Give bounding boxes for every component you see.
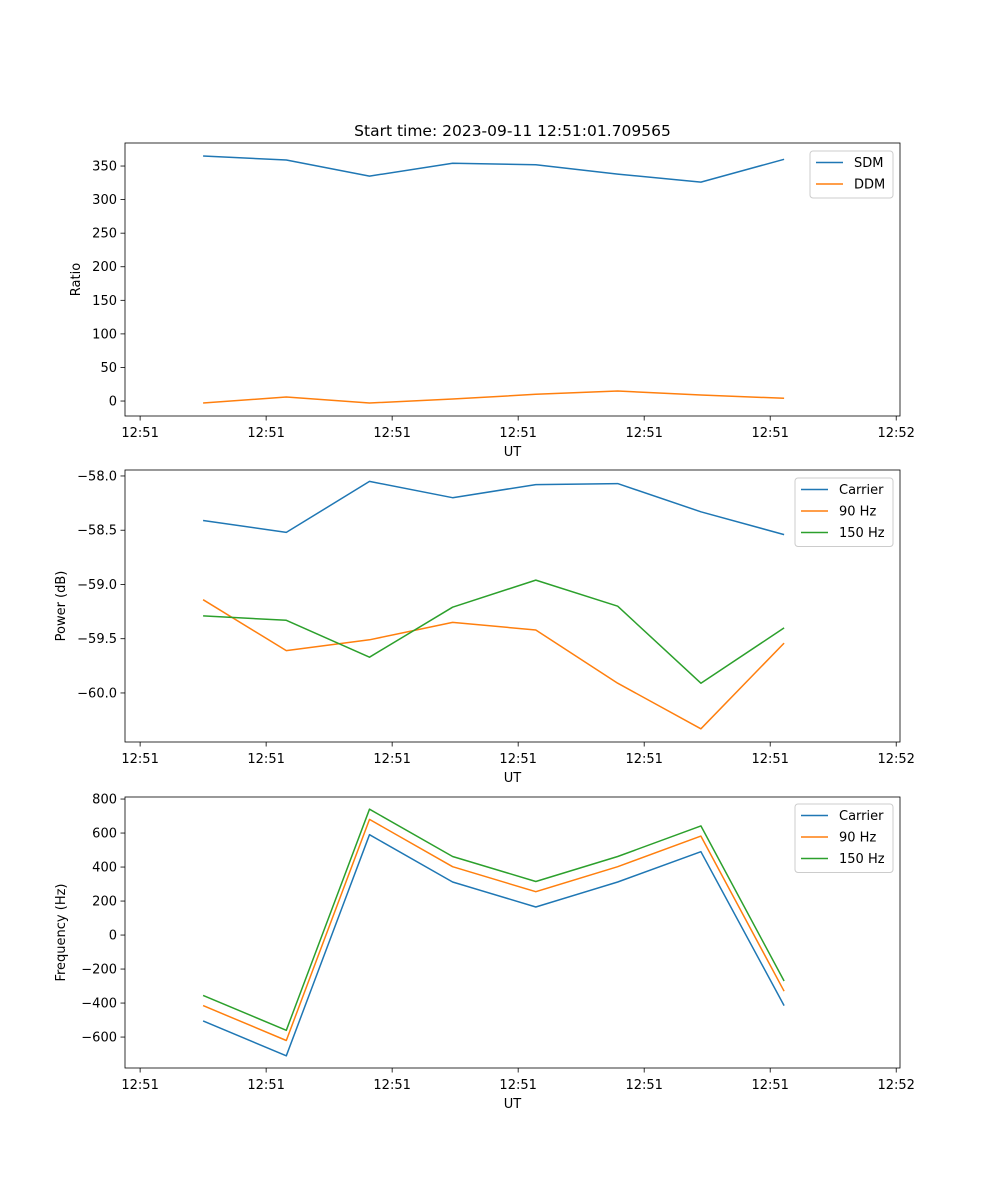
x-tick-label: 12:51 — [625, 752, 662, 767]
legend-box — [794, 477, 894, 547]
x-tick-label: 12:51 — [499, 752, 536, 767]
y-tick-label: 400 — [92, 861, 117, 876]
axes-frame — [124, 142, 901, 417]
axes-1: 12:51 12:51 12:51 12:51 12:51 12:51 12:52 0 50 10… — [69, 122, 915, 460]
series-line-sdm — [203, 155, 785, 183]
y-axis-label: Power (dB) — [54, 571, 69, 642]
legend-box — [794, 803, 894, 873]
x-tick-label: 12:52 — [877, 426, 914, 441]
series-line-150-hz — [203, 579, 785, 684]
x-tick-label: 12:51 — [121, 1078, 158, 1093]
legend-label: 90 Hz — [839, 505, 876, 520]
x-tick-label: 12:51 — [751, 752, 788, 767]
y-tick-label: −59.5 — [77, 632, 117, 647]
y-tick-label: −58.0 — [77, 469, 117, 484]
x-tick-label: 12:51 — [247, 752, 284, 767]
x-tick-label: 12:51 — [121, 752, 158, 767]
x-tick-label: 12:51 — [247, 1078, 284, 1093]
legend-label: 150 Hz — [839, 852, 885, 867]
series-line-carrier — [202, 480, 785, 536]
axes-frame — [124, 469, 901, 743]
x-tick-label: 12:51 — [625, 1078, 662, 1093]
legend-label: 90 Hz — [839, 831, 876, 846]
legend: Carrier 90 Hz 150 Hz — [794, 803, 894, 873]
series-line-ddm — [203, 390, 785, 404]
series-line-90-hz — [202, 818, 785, 1042]
y-axis-label: Ratio — [69, 263, 84, 296]
y-tick-label: 800 — [92, 793, 117, 808]
x-tick-label: 12:51 — [499, 426, 536, 441]
y-axis-label: Frequency (Hz) — [54, 883, 69, 981]
legend: Carrier 90 Hz 150 Hz — [794, 477, 894, 547]
x-tick-label: 12:51 — [247, 426, 284, 441]
chart-title: Start time: 2023-09-11 12:51:01.709565 — [354, 122, 671, 140]
legend-label: SDM — [854, 156, 883, 171]
y-tick-label: −200 — [81, 963, 117, 978]
y-tick-label: −400 — [81, 997, 117, 1012]
legend: SDM DDM — [809, 150, 894, 199]
y-tick-label: 300 — [92, 193, 117, 208]
series-line-carrier — [202, 833, 785, 1057]
y-tick-label: −59.0 — [77, 578, 117, 593]
y-tick-label: 250 — [92, 227, 117, 242]
x-axis-label: UT — [504, 771, 522, 786]
x-tick-label: 12:51 — [499, 1078, 536, 1093]
x-tick-label: 12:51 — [373, 1078, 410, 1093]
x-tick-label: 12:51 — [373, 426, 410, 441]
x-axis-label: UT — [504, 445, 522, 460]
y-tick-label: 0 — [109, 929, 117, 944]
legend-label: DDM — [854, 178, 885, 193]
y-tick-label: 600 — [92, 827, 117, 842]
y-tick-label: 200 — [92, 260, 117, 275]
y-tick-label: 150 — [92, 294, 117, 309]
series-line-150-hz — [202, 808, 785, 1032]
x-tick-label: 12:52 — [877, 752, 914, 767]
axes-frame — [124, 796, 901, 1069]
x-tick-label: 12:51 — [373, 752, 410, 767]
y-tick-label: 50 — [100, 361, 117, 376]
y-tick-label: −600 — [81, 1031, 117, 1046]
axes-3: 12:51 12:51 12:51 12:51 12:51 12:51 12:52 −600 −… — [54, 793, 915, 1112]
y-tick-label: 350 — [92, 160, 117, 175]
x-axis-label: UT — [504, 1097, 522, 1112]
y-tick-label: 100 — [92, 327, 117, 342]
legend-label: Carrier — [839, 483, 884, 498]
y-tick-label: −58.5 — [77, 524, 117, 539]
x-tick-label: 12:51 — [121, 426, 158, 441]
y-tick-label: 200 — [92, 895, 117, 910]
axes-2: 12:51 12:51 12:51 12:51 12:51 12:51 12:52 −58.0… — [54, 469, 915, 786]
x-tick-label: 12:51 — [751, 426, 788, 441]
series-line-90-hz — [202, 599, 785, 730]
x-tick-label: 12:51 — [751, 1078, 788, 1093]
y-tick-label: −60.0 — [77, 686, 117, 701]
legend-label: Carrier — [839, 809, 884, 824]
x-tick-label: 12:51 — [625, 426, 662, 441]
legend-label: 150 Hz — [839, 526, 885, 541]
y-tick-label: 0 — [109, 395, 117, 410]
x-tick-label: 12:52 — [877, 1078, 914, 1093]
